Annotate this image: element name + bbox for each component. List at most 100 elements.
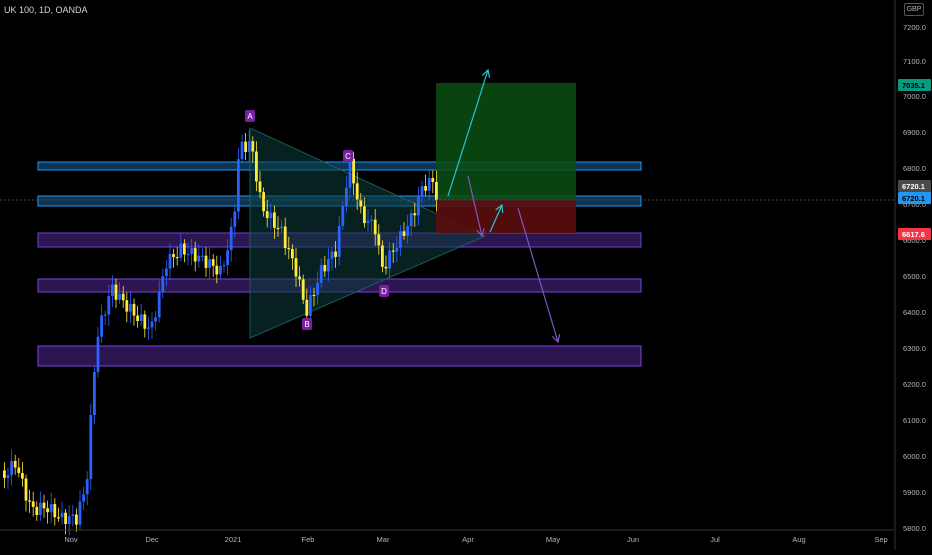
candle-body [172, 254, 175, 258]
candle-body [402, 231, 406, 236]
candle-body [107, 295, 111, 315]
candle-body [435, 181, 438, 201]
stop-zone[interactable] [436, 200, 576, 233]
candle-body [355, 183, 359, 200]
candle-body [42, 502, 46, 509]
candle-body [341, 205, 345, 227]
wave-point-badge[interactable] [245, 110, 255, 122]
candle-body [132, 303, 136, 316]
price-tick-label: 7100.0 [903, 57, 926, 66]
candle-body [67, 515, 71, 525]
candle-body [298, 276, 301, 280]
candle-body [3, 470, 6, 478]
wave-point-badge[interactable] [302, 318, 312, 330]
price-tick-label: 6900.0 [903, 128, 926, 137]
wave-point-badge[interactable] [379, 285, 389, 297]
time-tick-label: 2021 [225, 535, 242, 544]
time-tick-label: Jul [710, 535, 720, 544]
candle-body [359, 199, 363, 207]
candle-body [211, 259, 215, 266]
candle-body [64, 512, 67, 525]
time-tick-label: Sep [874, 535, 887, 544]
candle-body [139, 314, 143, 321]
candle-body [186, 253, 190, 256]
price-tick-label: 5800.0 [903, 524, 926, 533]
price-tag [898, 228, 931, 240]
candle-body [183, 243, 186, 255]
candle-body [118, 293, 121, 300]
down-pullback-arrow[interactable] [467, 175, 483, 237]
candle-body [327, 258, 330, 272]
price-tag-label: 7035.1 [902, 81, 925, 90]
candle-body [78, 501, 82, 525]
up-target-arrow[interactable] [447, 69, 489, 197]
candle-body [251, 141, 255, 152]
candle-body [337, 226, 341, 257]
wave-point-badge[interactable] [343, 150, 353, 162]
candle-body [384, 266, 388, 269]
triangle-pattern[interactable] [249, 127, 486, 339]
zone-rectangle[interactable] [37, 345, 642, 367]
candle-body [154, 317, 157, 322]
price-tick-label: 6600.0 [903, 236, 926, 245]
time-tick-label: Dec [145, 535, 159, 544]
candle-body [147, 327, 150, 329]
candle-body [294, 258, 298, 277]
candle-body [287, 248, 291, 250]
candle-body [409, 213, 413, 227]
candle-body [114, 284, 118, 300]
candle-body [125, 300, 129, 312]
candle-body [240, 141, 244, 160]
time-tick-label: Nov [64, 535, 78, 544]
candle-body [150, 321, 154, 328]
candle-body [35, 506, 39, 516]
candle-body [179, 243, 183, 258]
candle-body [244, 141, 247, 152]
candle-body [208, 259, 211, 268]
candle-body [381, 245, 384, 267]
wave-point-label: A [247, 112, 253, 121]
candle-body [129, 303, 132, 312]
time-tick-label: May [546, 535, 560, 544]
candle-body [301, 279, 305, 300]
candle-body [420, 185, 424, 197]
candle-body [276, 227, 280, 230]
candle-body [309, 294, 312, 316]
candle-body [427, 178, 431, 191]
candle-body [233, 211, 237, 227]
candle-body [269, 212, 273, 219]
candle-body [395, 247, 399, 252]
wave-point-label: D [381, 287, 387, 296]
down-target-arrow[interactable] [517, 207, 559, 343]
candle-body [399, 231, 402, 248]
candle-body [431, 178, 435, 182]
time-tick-label: Apr [462, 535, 474, 544]
target-zone[interactable] [436, 83, 576, 200]
candle-body [348, 158, 352, 188]
candle-body [247, 141, 251, 152]
candle-body [75, 514, 78, 525]
candle-body [265, 211, 269, 219]
candle-body [363, 206, 366, 224]
candle-body [391, 250, 395, 252]
time-tick-label: Feb [302, 535, 315, 544]
candle-body [111, 284, 114, 296]
small-up-arrow[interactable] [489, 204, 503, 233]
candle-body [273, 212, 276, 228]
candle-body [406, 226, 409, 236]
candle-body [424, 185, 427, 191]
candle-body [121, 293, 125, 301]
candle-body [222, 265, 226, 267]
time-tick-label: Aug [792, 535, 805, 544]
candle-body [377, 234, 381, 246]
wave-point-label: B [304, 320, 309, 329]
candle-body [39, 502, 42, 516]
candle-body [85, 479, 89, 495]
currency-badge[interactable]: GBP [904, 3, 924, 16]
candle-body [312, 294, 316, 297]
candle-body [24, 478, 28, 501]
price-tag-label: 6720.1 [902, 182, 925, 191]
candle-body [53, 504, 57, 518]
